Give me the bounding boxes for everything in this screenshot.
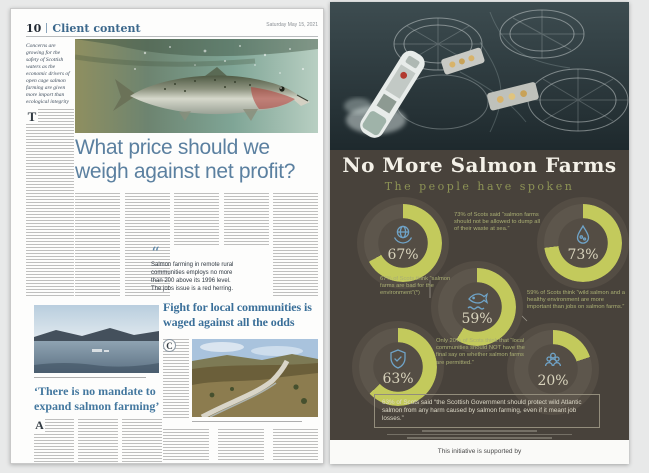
drop-cap: A bbox=[34, 418, 45, 432]
text-column-placeholder bbox=[163, 339, 189, 419]
photo-caption-placeholder bbox=[192, 421, 302, 422]
article-standfirst: Concerns are growing for the safety of S… bbox=[26, 43, 70, 105]
fish-icon bbox=[467, 292, 489, 310]
text-column-placeholder bbox=[122, 419, 162, 463]
text-column-placeholder bbox=[174, 193, 219, 245]
stat-percent: 67% bbox=[387, 247, 419, 263]
donut-ring bbox=[514, 330, 592, 408]
text-column-placeholder bbox=[273, 193, 318, 297]
stat-donut-59: 59% bbox=[431, 261, 523, 353]
sea-loch-photo bbox=[34, 305, 159, 373]
stat-percent: 59% bbox=[461, 311, 493, 327]
third-headline: ‘There is no mandate to expand salmon fa… bbox=[34, 384, 160, 413]
stat-caption-63: 63% of Scots said “the Scottish Governme… bbox=[374, 394, 600, 428]
drop-cap: C bbox=[163, 339, 176, 352]
infographic-advert-page: No More Salmon Farms The people have spo… bbox=[330, 2, 629, 464]
text-column-placeholder bbox=[75, 193, 120, 297]
shield-check-icon bbox=[390, 349, 406, 369]
hillside-road-photo bbox=[192, 339, 318, 417]
stat-donut-73: 73% bbox=[537, 197, 629, 289]
stat-donut-20: 20% bbox=[507, 323, 599, 415]
page-date: Saturday May 15, 2021 bbox=[266, 22, 318, 28]
stat-percent: 20% bbox=[537, 373, 569, 389]
second-headline: Fight for local communities is waged aga… bbox=[163, 300, 312, 329]
header-rule bbox=[26, 36, 318, 37]
donut-ring bbox=[359, 328, 437, 406]
fine-print-line bbox=[387, 433, 572, 435]
water-drop-icon bbox=[576, 224, 590, 244]
page-number: 10 bbox=[26, 22, 42, 35]
salmon-underwater-photo bbox=[75, 39, 318, 133]
main-headline: What price should we weigh against net p… bbox=[75, 136, 296, 183]
supporters-footer: This initiative is supported by bbox=[330, 440, 629, 464]
text-column-placeholder bbox=[125, 193, 170, 297]
fine-print-line bbox=[407, 437, 552, 439]
section-title: Client content bbox=[52, 22, 141, 35]
page-header: 10 Client content Saturday May 15, 2021 bbox=[26, 19, 318, 35]
pull-quote: “ Salmon farming in remote rural communi… bbox=[151, 244, 239, 293]
text-column-placeholder bbox=[163, 429, 209, 461]
header-divider bbox=[46, 23, 48, 33]
quote-mark-icon: “ bbox=[151, 244, 160, 264]
stat-donut-67: 67% bbox=[357, 197, 449, 289]
stat-caption-67: 67% of Scots think “salmon farms are bad… bbox=[380, 276, 451, 297]
text-column-placeholder bbox=[218, 429, 264, 461]
stat-caption-20: Only 20% of Scots think that “local comm… bbox=[436, 338, 525, 366]
text-column-placeholder bbox=[273, 429, 318, 461]
text-column-placeholder bbox=[224, 193, 269, 245]
advert-subtitle: The people have spoken bbox=[384, 180, 575, 193]
stat-caption-73: 73% of Scots said “salmon farms should n… bbox=[454, 212, 541, 233]
drop-cap: T bbox=[26, 109, 38, 124]
pull-quote-text: Salmon farming in remote rural communiti… bbox=[151, 262, 234, 292]
stat-donut-63: 63% bbox=[352, 321, 444, 413]
text-column-placeholder bbox=[78, 419, 118, 463]
people-icon bbox=[544, 352, 562, 367]
stat-percent: 63% bbox=[382, 371, 414, 387]
salmon-farm-aerial-photo bbox=[330, 2, 629, 150]
stat-percent: 73% bbox=[567, 247, 599, 263]
newspaper-page: 10 Client content Saturday May 15, 2021 C… bbox=[10, 8, 324, 464]
fine-print-line bbox=[422, 430, 537, 432]
earth-hands-icon bbox=[393, 225, 413, 244]
stat-caption-59: 59% of Scots think “wild salmon and a he… bbox=[527, 290, 625, 311]
advert-title: No More Salmon Farms bbox=[342, 153, 617, 177]
photo-caption-placeholder bbox=[34, 377, 146, 378]
text-column-placeholder bbox=[26, 109, 74, 297]
